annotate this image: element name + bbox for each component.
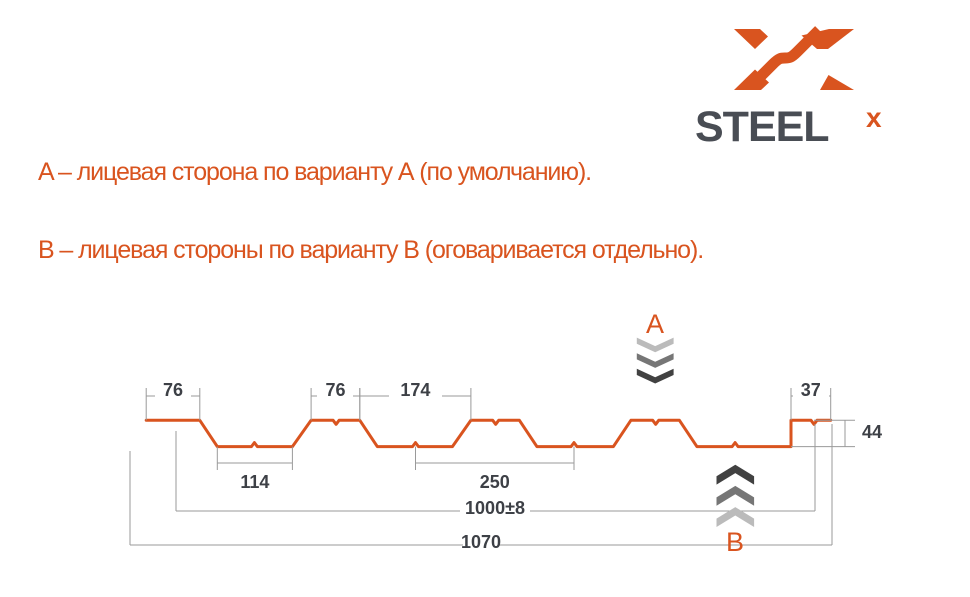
svg-text:250: 250 bbox=[480, 472, 510, 492]
svg-text:37: 37 bbox=[801, 380, 821, 400]
svg-text:1000±8: 1000±8 bbox=[465, 498, 525, 518]
svg-text:B: B bbox=[726, 527, 744, 557]
svg-text:76: 76 bbox=[325, 380, 345, 400]
svg-text:44: 44 bbox=[862, 422, 882, 442]
svg-text:76: 76 bbox=[163, 380, 183, 400]
svg-text:1070: 1070 bbox=[461, 532, 501, 552]
svg-text:114: 114 bbox=[240, 472, 269, 492]
svg-text:174: 174 bbox=[400, 380, 430, 400]
svg-text:A: A bbox=[646, 309, 664, 339]
